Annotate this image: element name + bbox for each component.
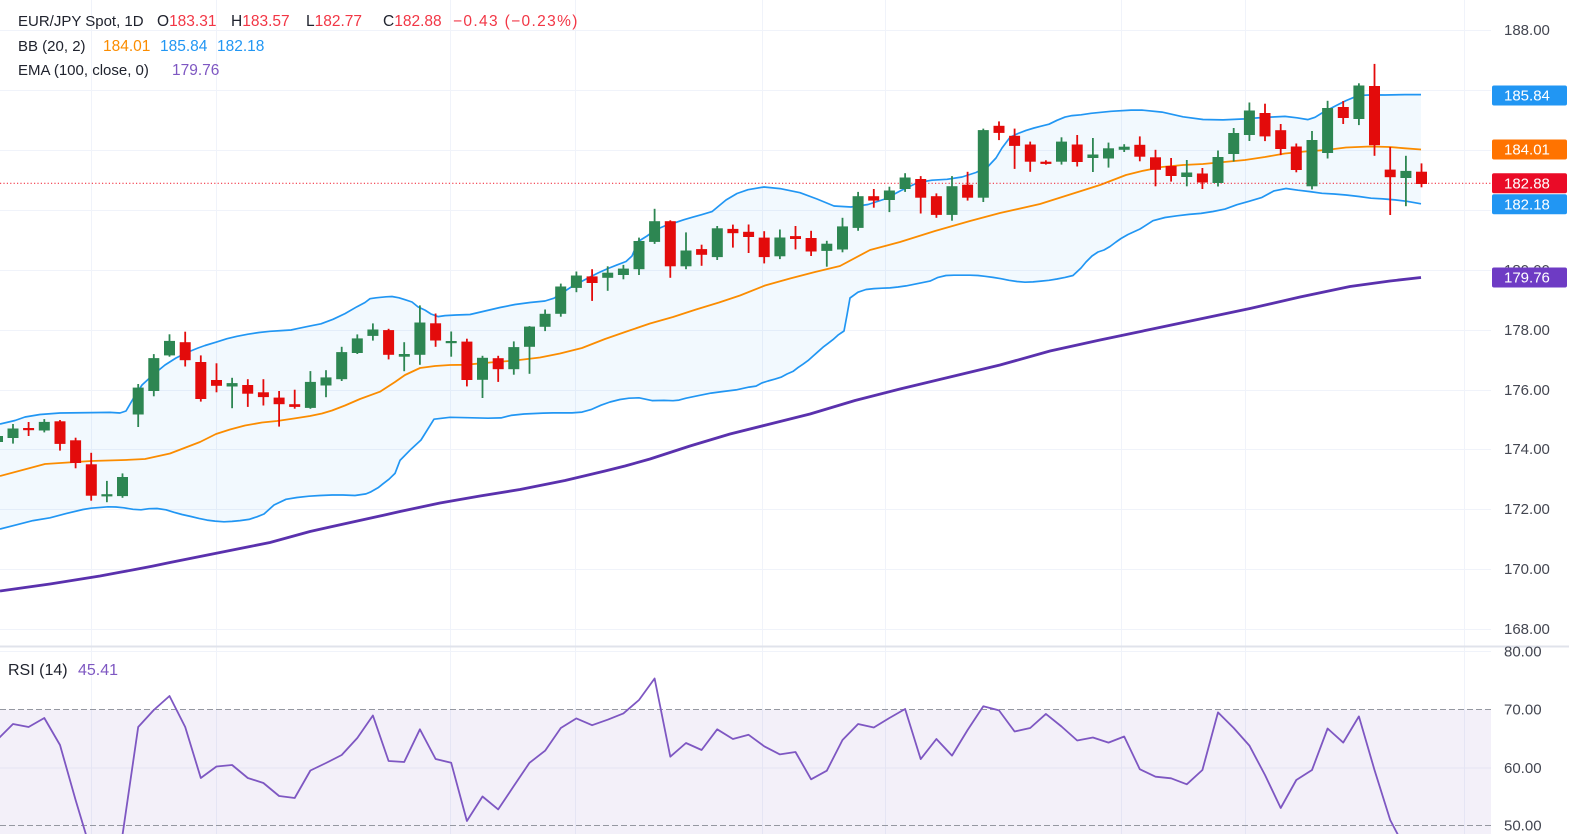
svg-text:80.00: 80.00 (1504, 644, 1542, 661)
svg-text:C182.88: C182.88 (383, 13, 442, 30)
svg-text:185.84: 185.84 (1504, 88, 1550, 105)
svg-text:−0.43 (−0.23%): −0.43 (−0.23%) (453, 13, 579, 30)
svg-text:184.01: 184.01 (1504, 142, 1550, 159)
svg-text:172.00: 172.00 (1504, 501, 1550, 518)
svg-text:45.41: 45.41 (78, 662, 118, 679)
svg-text:EMA (100, close, 0): EMA (100, close, 0) (18, 62, 149, 79)
svg-text:H183.57: H183.57 (231, 13, 290, 30)
svg-text:188.00: 188.00 (1504, 22, 1550, 39)
svg-text:60.00: 60.00 (1504, 760, 1542, 777)
svg-text:170.00: 170.00 (1504, 561, 1550, 578)
svg-text:BB (20, 2): BB (20, 2) (18, 38, 86, 55)
svg-text:50.00: 50.00 (1504, 818, 1542, 834)
svg-text:178.00: 178.00 (1504, 322, 1550, 339)
svg-text:182.18: 182.18 (217, 38, 264, 55)
svg-text:L182.77: L182.77 (306, 13, 362, 30)
svg-text:O183.31: O183.31 (157, 13, 216, 30)
svg-text:185.84: 185.84 (160, 38, 208, 55)
svg-text:EUR/JPY Spot, 1D: EUR/JPY Spot, 1D (18, 13, 144, 30)
svg-text:168.00: 168.00 (1504, 621, 1550, 638)
svg-text:176.00: 176.00 (1504, 382, 1550, 399)
svg-text:RSI (14): RSI (14) (8, 662, 68, 679)
svg-text:179.76: 179.76 (172, 62, 219, 79)
svg-text:184.01: 184.01 (103, 38, 150, 55)
svg-text:182.18: 182.18 (1504, 196, 1550, 213)
svg-text:174.00: 174.00 (1504, 441, 1550, 458)
svg-text:182.88: 182.88 (1504, 175, 1550, 192)
svg-text:70.00: 70.00 (1504, 702, 1542, 719)
svg-text:179.76: 179.76 (1504, 270, 1550, 287)
